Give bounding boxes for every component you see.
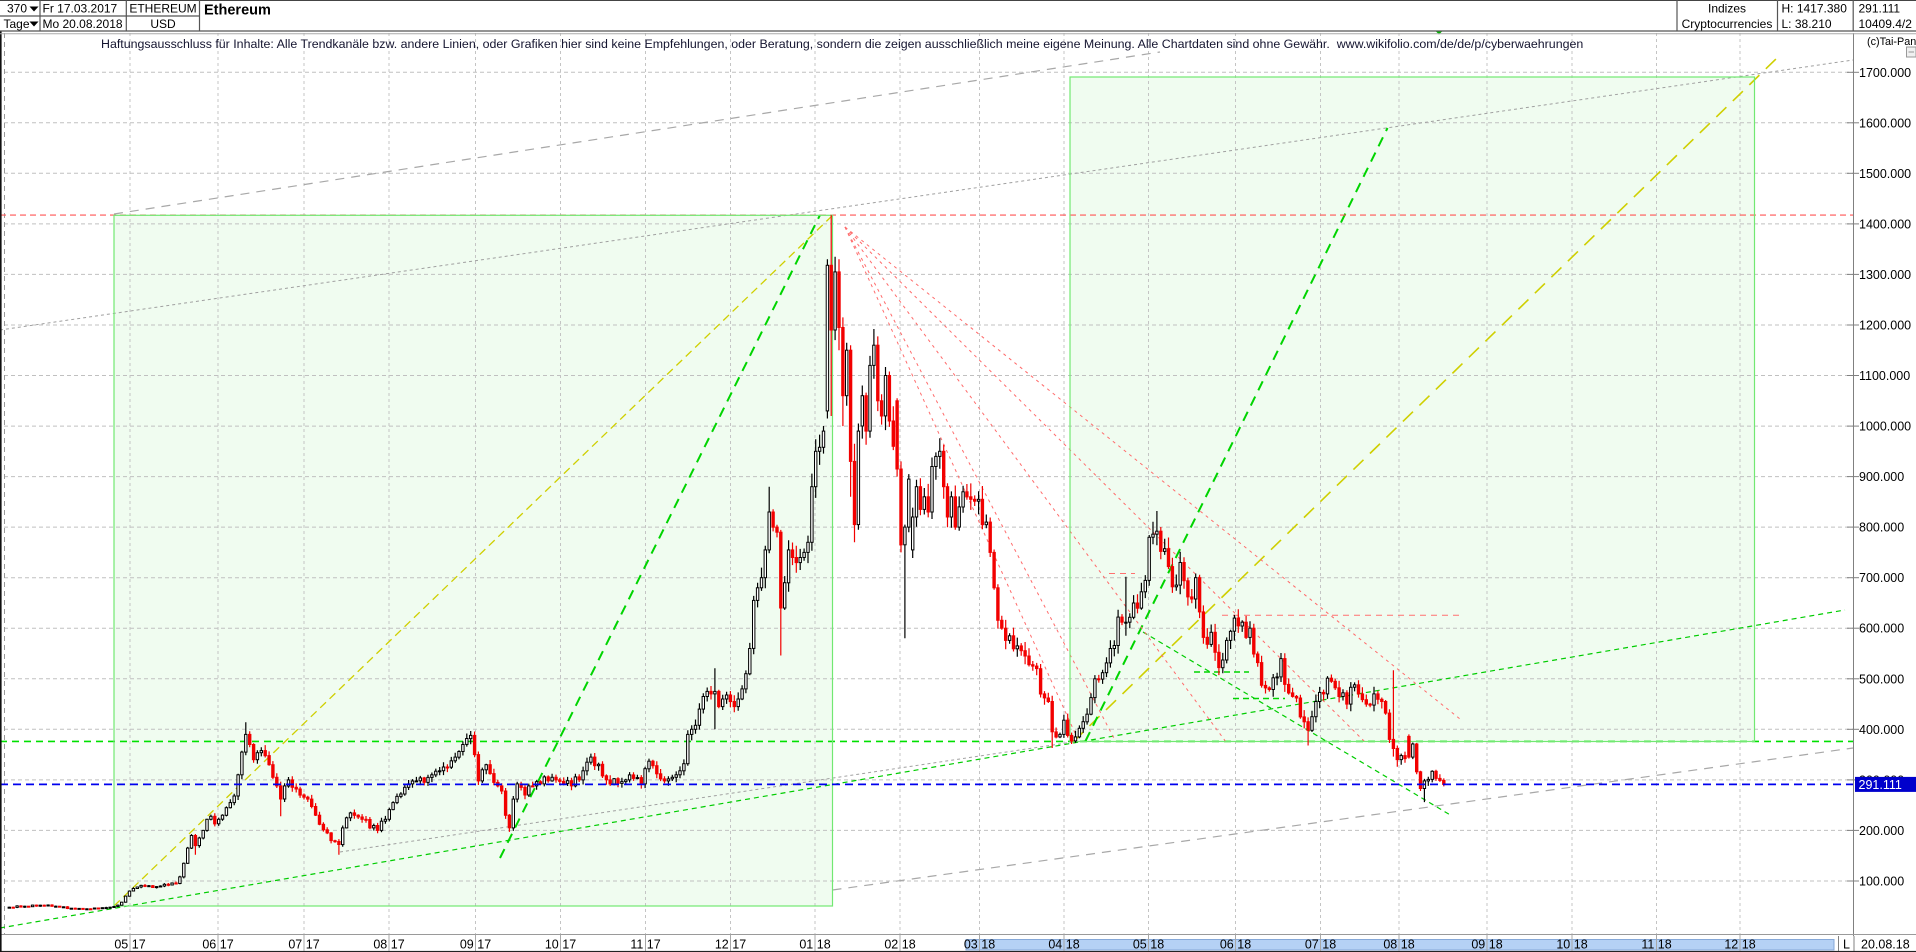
svg-text:Tage: Tage [4,17,30,31]
svg-text:370: 370 [7,2,27,16]
svg-text:12 17: 12 17 [715,938,746,952]
svg-text:10409.4/2: 10409.4/2 [1859,17,1913,31]
svg-text:10 17: 10 17 [545,938,576,952]
svg-text:07 18: 07 18 [1305,938,1336,952]
svg-text:01 18: 01 18 [799,938,830,952]
svg-text:11 18: 11 18 [1641,938,1671,952]
svg-text:12 18: 12 18 [1724,938,1755,952]
svg-text:09 18: 09 18 [1471,938,1502,952]
svg-text:Haftungsausschluss für Inhalte: Haftungsausschluss für Inhalte: Alle Tre… [101,37,1583,51]
svg-text:1700.000: 1700.000 [1859,66,1911,80]
svg-text:H: 1417.380: H: 1417.380 [1782,2,1848,16]
svg-text:20.08.18: 20.08.18 [1861,938,1910,952]
svg-text:1600.000: 1600.000 [1859,116,1911,130]
svg-text:400.000: 400.000 [1859,723,1904,737]
svg-text:200.000: 200.000 [1859,824,1904,838]
svg-text:08 18: 08 18 [1383,938,1414,952]
svg-text:08 17: 08 17 [373,938,404,952]
svg-text:Ethereum: Ethereum [204,3,271,19]
svg-text:1300.000: 1300.000 [1859,268,1911,282]
svg-text:700.000: 700.000 [1859,571,1904,585]
svg-text:07 17: 07 17 [288,938,319,952]
svg-text:L: L [1843,938,1850,952]
svg-text:10 18: 10 18 [1556,938,1587,952]
svg-text:06 17: 06 17 [202,938,233,952]
svg-text:Cryptocurrencies: Cryptocurrencies [1682,17,1773,31]
svg-text:L: 38.210: L: 38.210 [1782,17,1832,31]
svg-text:1000.000: 1000.000 [1859,420,1911,434]
svg-text:06 18: 06 18 [1220,938,1251,952]
svg-text:09 17: 09 17 [460,938,491,952]
svg-text:05 18: 05 18 [1133,938,1164,952]
svg-text:1400.000: 1400.000 [1859,217,1911,231]
svg-text:USD: USD [150,17,176,31]
svg-text:03 18: 03 18 [964,938,995,952]
svg-text:291.111: 291.111 [1859,778,1902,792]
svg-text:(c)Tai-Pan: (c)Tai-Pan [1867,36,1916,48]
svg-text:05 17: 05 17 [114,938,145,952]
svg-text:1200.000: 1200.000 [1859,319,1911,333]
svg-text:ETHEREUM: ETHEREUM [129,2,196,16]
svg-text:Mo 20.08.2018: Mo 20.08.2018 [43,17,123,31]
svg-text:600.000: 600.000 [1859,622,1904,636]
svg-text:800.000: 800.000 [1859,521,1904,535]
svg-text:1500.000: 1500.000 [1859,167,1911,181]
svg-text:Fr 17.03.2017: Fr 17.03.2017 [43,2,118,16]
svg-text:291.111: 291.111 [1859,2,1901,16]
svg-text:900.000: 900.000 [1859,470,1904,484]
svg-text:02 18: 02 18 [884,938,915,952]
svg-text:100.000: 100.000 [1859,875,1904,889]
svg-text:1100.000: 1100.000 [1859,369,1910,383]
svg-text:500.000: 500.000 [1859,672,1904,686]
svg-text:Indizes: Indizes [1708,2,1746,16]
svg-text:11 17: 11 17 [630,938,660,952]
svg-text:04 18: 04 18 [1048,938,1079,952]
